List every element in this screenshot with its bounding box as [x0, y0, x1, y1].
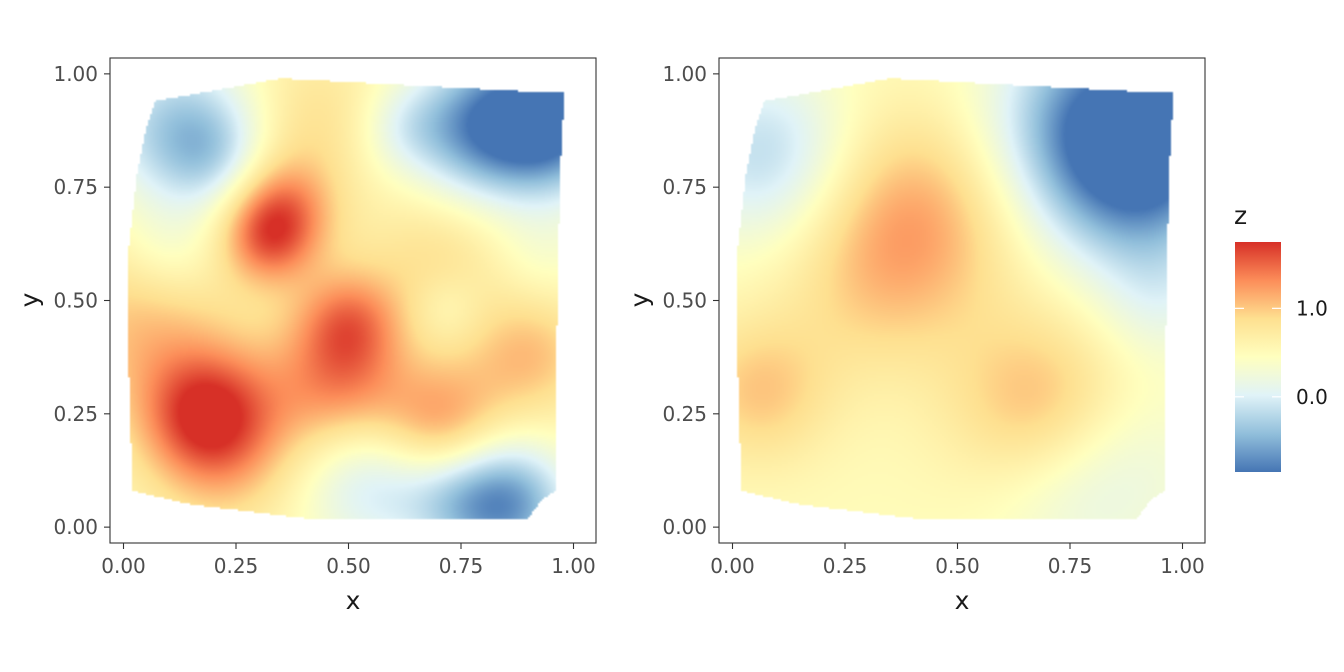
- panel-right: 0.00 0.25 0.50 0.75 1.00 0.00 0.25 0.50 0.75 1.00…: [625, 57, 1206, 615]
- y-tick-label: 0.00: [662, 515, 707, 539]
- y-tick-label: 0.75: [53, 175, 98, 199]
- y-tick-label: 0.00: [53, 515, 98, 539]
- legend-colorbar: [1235, 242, 1281, 472]
- legend-ticks: 1.0 0.0: [1235, 296, 1328, 409]
- heatmap-right-raster: [719, 58, 1205, 543]
- x-tick-label: 0.50: [935, 554, 980, 578]
- x-tick-label: 0.75: [439, 554, 484, 578]
- heatmap-left-raster: [110, 58, 596, 543]
- x-tick-label: 0.00: [710, 554, 755, 578]
- y-tick-label: 0.25: [53, 402, 98, 426]
- y-tick-label: 1.00: [662, 62, 707, 86]
- x-tick-label: 1.00: [551, 554, 596, 578]
- legend-tick-label: 0.0: [1296, 385, 1328, 409]
- panel-left-y-title: y: [15, 292, 44, 307]
- legend-title: z: [1234, 201, 1247, 230]
- x-tick-label: 0.50: [326, 554, 371, 578]
- panel-left-x-title: x: [346, 586, 361, 615]
- panel-right-y-title: y: [625, 292, 654, 307]
- panel-left: 0.00 0.25 0.50 0.75 1.00 0.00 0.25 0.50 0.75 1.00…: [15, 57, 597, 615]
- y-tick-label: 1.00: [53, 62, 98, 86]
- x-tick-label: 0.00: [101, 554, 146, 578]
- x-tick-label: 0.25: [823, 554, 868, 578]
- x-tick-label: 0.75: [1048, 554, 1093, 578]
- y-tick-label: 0.75: [662, 175, 707, 199]
- y-tick-label: 0.50: [662, 289, 707, 313]
- panel-right-ticks: 0.00 0.25 0.50 0.75 1.00 0.00 0.25 0.50 0.75 1.00: [662, 62, 1204, 578]
- y-tick-label: 0.25: [662, 402, 707, 426]
- x-tick-label: 1.00: [1160, 554, 1205, 578]
- panel-right-x-title: x: [955, 586, 970, 615]
- legend: z 1.0 0.0: [1234, 201, 1328, 472]
- x-tick-label: 0.25: [214, 554, 259, 578]
- legend-tick-label: 1.0: [1296, 296, 1328, 320]
- panel-left-ticks: 0.00 0.25 0.50 0.75 1.00 0.00 0.25 0.50 0.75 1.00: [53, 62, 595, 578]
- y-tick-label: 0.50: [53, 289, 98, 313]
